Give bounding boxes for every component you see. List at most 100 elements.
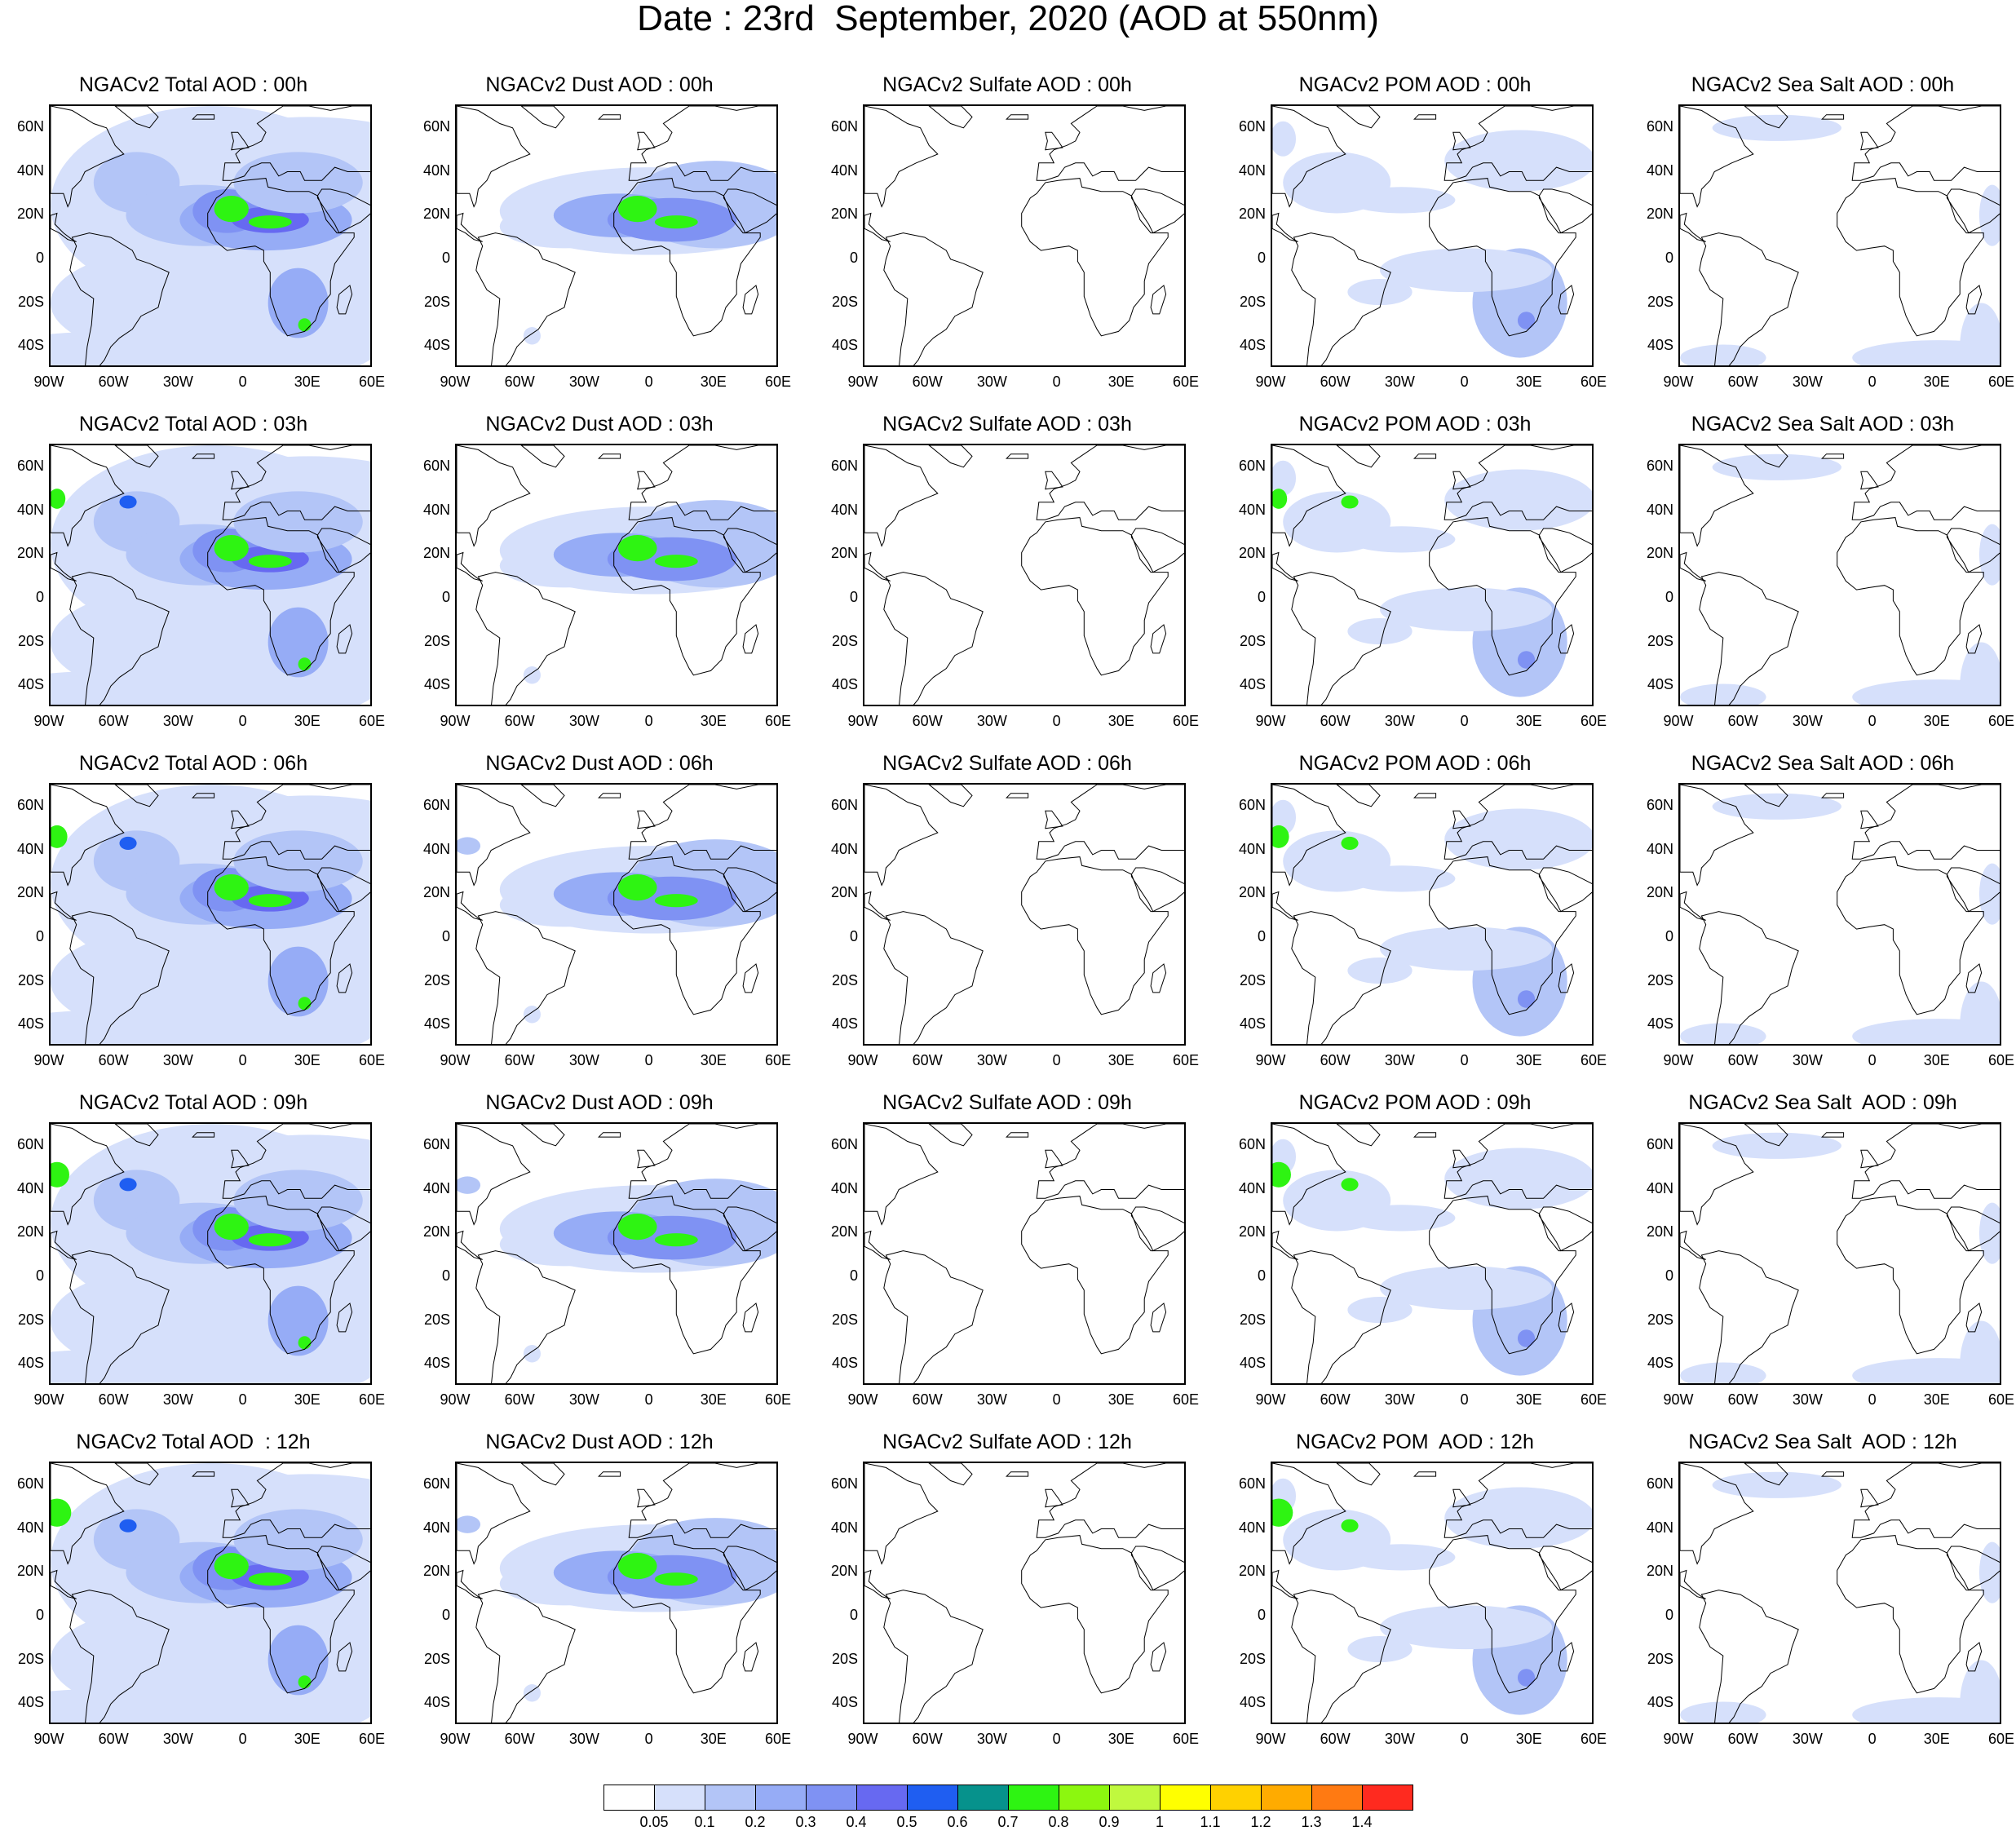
latitude-tick-label: 20S <box>1239 1650 1266 1667</box>
latitude-tick-label: 0 <box>441 927 450 944</box>
longitude-tick-label: 0 <box>238 1052 247 1068</box>
coastline-africa <box>1021 1535 1169 1694</box>
latitude-tick-label: 60N <box>1646 1475 1673 1492</box>
latitude-tick-label: 40S <box>1647 1355 1673 1372</box>
longitude-tick-label: 60W <box>504 713 535 729</box>
colorbar-swatch <box>705 1785 756 1811</box>
panel-title: NGACv2 Total AOD : 06h <box>78 752 308 775</box>
latitude-tick-label: 20S <box>831 632 858 649</box>
panel-title: NGACv2 Sea Salt AOD : 09h <box>1688 1091 1957 1114</box>
coastline-arabia <box>1538 1206 1592 1252</box>
longitude-tick-label: 30E <box>700 1731 727 1747</box>
aod-plume <box>214 535 249 562</box>
coastline-south-america <box>883 232 984 365</box>
map-frame <box>49 104 372 367</box>
coastline-central-america <box>864 1569 891 1599</box>
latitude-tick-label: 40S <box>1239 1694 1266 1711</box>
latitude-tick-label: 40N <box>1238 501 1266 518</box>
coastline-central-america <box>864 212 891 242</box>
panel-title: NGACv2 Dust AOD : 12h <box>485 1431 714 1453</box>
coastline-iceland <box>1006 114 1029 120</box>
latitude-tick-label: 60N <box>1238 1475 1266 1492</box>
coastline-central-america <box>457 551 483 582</box>
latitude-tick-label: 0 <box>441 1606 450 1623</box>
latitude-tick-label: 0 <box>1665 1606 1673 1623</box>
longitude-tick-label: 60E <box>1580 1391 1607 1408</box>
coastline-madagascar <box>1150 1302 1167 1333</box>
coastline-arabia <box>1130 188 1184 234</box>
longitude-tick-label: 60W <box>912 374 943 390</box>
map-panel-sulfate-03h: NGACv2 Sulfate AOD : 03h 60N 40N 20N 0 20S 40S… <box>814 413 1200 739</box>
longitude-tick-label: 90W <box>847 1391 878 1408</box>
coastlines <box>1680 1124 2000 1383</box>
map-panel-seasalt-03h: NGACv2 Sea Salt AOD : 03h 60N 40N 20N 0 20S 40… <box>1629 413 2016 739</box>
coastline-iceland <box>1413 453 1437 459</box>
coastline-arabia <box>1946 1546 2000 1591</box>
colorbar-tick-label: 0.9 <box>1099 1814 1120 1830</box>
coastline-arabia <box>723 188 776 234</box>
latitude-tick-label: 40N <box>830 501 858 518</box>
aod-shading <box>499 161 776 345</box>
map-frame <box>1678 1462 2001 1724</box>
coastline-greenland <box>928 1463 973 1486</box>
coastline-africa <box>1021 856 1169 1015</box>
latitude-tick-label: 20S <box>17 293 44 310</box>
longitude-tick-label: 60E <box>1172 713 1200 729</box>
aod-shading <box>51 445 370 705</box>
coastlines <box>457 785 776 1044</box>
longitude-tick-label: 30W <box>976 713 1007 729</box>
panel-title: NGACv2 Sea Salt AOD : 06h <box>1691 752 1955 775</box>
longitude-tick-label: 30W <box>1792 713 1823 729</box>
coastline-central-america <box>1680 891 1706 921</box>
map-panel-sulfate-06h: NGACv2 Sulfate AOD : 06h 60N 40N 20N 0 20S 40S… <box>814 752 1200 1078</box>
aod-plume <box>214 1553 249 1580</box>
coastline-iceland <box>1821 1132 1845 1138</box>
latitude-tick-label: 0 <box>1257 588 1266 605</box>
longitude-tick-label: 60E <box>764 1052 792 1068</box>
aod-plume <box>654 555 698 568</box>
longitude-tick-label: 60E <box>358 1731 386 1747</box>
coastline-south-america <box>883 1250 984 1383</box>
latitude-tick-label: 40N <box>830 161 858 179</box>
latitude-tick-label: 0 <box>1665 249 1673 266</box>
coastline-britain <box>231 131 250 151</box>
aod-plume <box>1347 617 1413 645</box>
latitude-tick-label: 20S <box>17 1650 44 1667</box>
latitude-tick-label: 20N <box>422 545 450 562</box>
aod-plume <box>1347 1296 1413 1324</box>
coastlines <box>51 106 370 365</box>
aod-shading <box>1680 793 2000 1044</box>
coastline-europe <box>1851 1124 2000 1199</box>
longitude-tick-label: 60E <box>1987 1391 2015 1408</box>
map-frame <box>1678 783 2001 1046</box>
coastline-africa <box>207 1196 355 1355</box>
latitude-tick-label: 60N <box>16 117 44 135</box>
latitude-tick-label: 60N <box>830 796 858 813</box>
coastline-africa <box>1837 178 1984 337</box>
panel-title: NGACv2 POM AOD : 00h <box>1298 73 1532 96</box>
aod-plume <box>1347 1205 1456 1232</box>
coastline-north-america <box>457 106 531 208</box>
latitude-tick-label: 40S <box>423 1015 450 1033</box>
map-frame <box>49 1122 372 1385</box>
coastline-britain <box>637 810 656 829</box>
colorbar-swatch <box>1109 1785 1161 1811</box>
map-frame <box>455 783 778 1046</box>
longitude-tick-label: 0 <box>1052 1731 1061 1747</box>
colorbar-swatch <box>1311 1785 1363 1811</box>
aod-plume <box>1347 957 1413 984</box>
coastline-madagascar <box>336 963 353 993</box>
coastline-iceland <box>1821 793 1845 798</box>
coastlines <box>1272 785 1592 1044</box>
coastline-south-america <box>69 232 170 365</box>
coastline-africa <box>1021 1196 1169 1355</box>
coastline-madagascar <box>1965 285 1983 315</box>
colorbar-tick-label: 0.05 <box>639 1814 669 1830</box>
aod-plume <box>1444 130 1592 192</box>
latitude-tick-label: 40S <box>1647 1694 1673 1711</box>
aod-plume <box>1960 303 2000 365</box>
aod-shading <box>1680 1471 2000 1723</box>
coastline-britain <box>1452 131 1471 151</box>
longitude-tick-label: 30E <box>1923 1731 1950 1747</box>
coastline-north-america <box>457 445 531 547</box>
